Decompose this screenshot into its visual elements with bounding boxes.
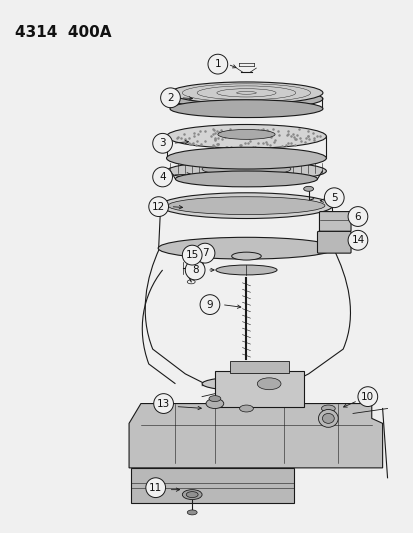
Text: 9: 9 xyxy=(206,300,213,310)
Ellipse shape xyxy=(303,187,313,191)
Ellipse shape xyxy=(170,82,322,104)
Ellipse shape xyxy=(182,490,202,499)
Ellipse shape xyxy=(320,405,335,412)
Ellipse shape xyxy=(160,193,332,219)
Circle shape xyxy=(152,133,172,153)
Circle shape xyxy=(357,387,377,407)
Ellipse shape xyxy=(168,197,324,215)
Bar xyxy=(229,361,288,373)
Ellipse shape xyxy=(155,405,169,412)
Circle shape xyxy=(199,295,219,314)
Circle shape xyxy=(347,207,367,227)
Text: 4: 4 xyxy=(159,172,166,182)
Text: 11: 11 xyxy=(149,483,162,492)
Circle shape xyxy=(182,245,202,265)
Ellipse shape xyxy=(166,125,325,148)
Text: 2: 2 xyxy=(167,93,173,103)
Circle shape xyxy=(153,394,173,414)
Ellipse shape xyxy=(175,171,317,187)
Ellipse shape xyxy=(209,395,220,401)
Polygon shape xyxy=(129,403,382,468)
Ellipse shape xyxy=(257,378,280,390)
Circle shape xyxy=(148,197,168,216)
Ellipse shape xyxy=(206,399,223,408)
Ellipse shape xyxy=(166,147,325,169)
Text: 3: 3 xyxy=(159,138,166,148)
Circle shape xyxy=(185,260,204,280)
Bar xyxy=(214,371,303,407)
Ellipse shape xyxy=(170,100,322,118)
Text: 5: 5 xyxy=(330,193,337,203)
Ellipse shape xyxy=(217,130,274,139)
Ellipse shape xyxy=(187,510,197,515)
Ellipse shape xyxy=(158,237,334,259)
Ellipse shape xyxy=(166,161,325,181)
Text: 13: 13 xyxy=(157,399,170,409)
Bar xyxy=(131,468,293,503)
Text: 7: 7 xyxy=(201,248,208,258)
Circle shape xyxy=(347,230,367,250)
Text: 15: 15 xyxy=(185,250,198,260)
Circle shape xyxy=(160,88,180,108)
Ellipse shape xyxy=(322,414,333,423)
Ellipse shape xyxy=(170,89,322,109)
Text: 8: 8 xyxy=(191,265,198,275)
Text: 14: 14 xyxy=(351,235,364,245)
Text: 12: 12 xyxy=(152,201,165,212)
Ellipse shape xyxy=(215,265,276,275)
Circle shape xyxy=(324,188,343,208)
Ellipse shape xyxy=(202,377,290,391)
Ellipse shape xyxy=(318,409,337,427)
Ellipse shape xyxy=(202,163,290,175)
Ellipse shape xyxy=(239,405,253,412)
Text: 6: 6 xyxy=(354,212,361,222)
Ellipse shape xyxy=(231,252,261,260)
Circle shape xyxy=(145,478,165,498)
Circle shape xyxy=(195,243,214,263)
FancyBboxPatch shape xyxy=(317,231,350,253)
FancyBboxPatch shape xyxy=(319,212,350,231)
Text: 4314  400A: 4314 400A xyxy=(14,25,111,39)
Ellipse shape xyxy=(186,491,198,498)
Circle shape xyxy=(152,167,172,187)
Text: 10: 10 xyxy=(361,392,373,402)
Text: 1: 1 xyxy=(214,59,221,69)
Circle shape xyxy=(207,54,227,74)
